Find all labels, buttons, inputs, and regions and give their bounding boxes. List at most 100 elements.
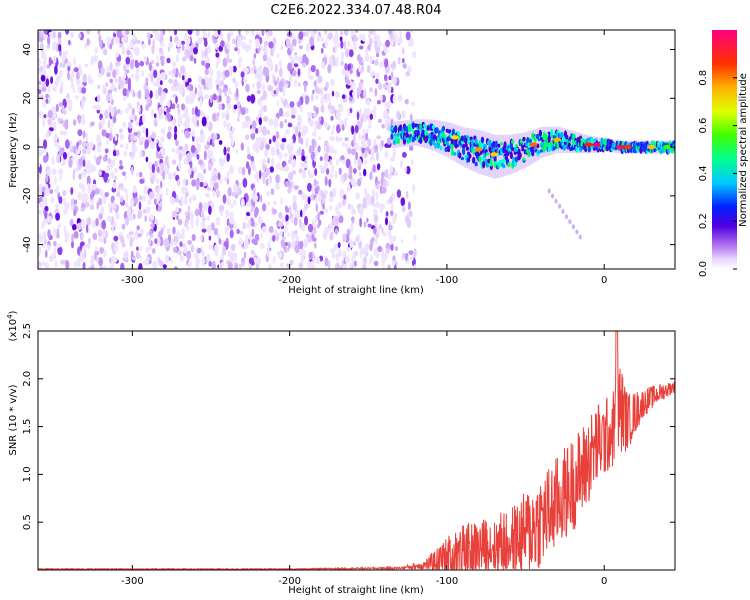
spectrogram-noise-cell <box>230 136 234 144</box>
spectrogram-noise-cell <box>324 176 328 187</box>
spectrogram-noise-cell <box>307 259 311 269</box>
spectrogram-noise-cell <box>379 61 383 69</box>
spectrogram-noise-cell <box>113 167 118 173</box>
spectrogram-noise-cell <box>201 228 207 233</box>
spectrogram-noise-cell <box>275 87 279 97</box>
spectrogram-noise-cell <box>217 30 221 35</box>
spectrogram-noise-cell <box>292 69 297 77</box>
spectrogram-noise-cell <box>389 196 393 202</box>
spectrogram-noise-cell <box>356 111 360 121</box>
spectrogram-noise-cell <box>159 47 163 54</box>
spectrogram-noise-cell <box>150 75 154 83</box>
spectrogram-noise-cell <box>203 49 208 58</box>
spectrogram-noise-cell <box>273 200 277 206</box>
spectrogram-noise-cell <box>336 158 339 167</box>
spectrogram-noise-cell <box>377 202 380 207</box>
spectrogram-noise-cell <box>153 69 158 79</box>
spectrogram-noise-cell <box>121 171 126 176</box>
spectrogram-noise-cell <box>371 237 375 242</box>
spectrogram-noise-cell <box>355 30 358 33</box>
spectrogram-noise-cell <box>191 107 195 116</box>
spectrogram-noise-cell <box>369 55 373 64</box>
spectrogram-noise-cell <box>299 218 302 228</box>
spectrogram-noise-cell <box>132 213 136 220</box>
spectrogram-noise-cell <box>250 249 254 255</box>
spectrogram-noise-cell <box>132 191 138 199</box>
spectrogram-noise-cell <box>171 159 177 165</box>
spectrogram-noise-cell <box>154 90 158 95</box>
spectrogram-noise-cell <box>207 186 211 192</box>
spectrogram-signal-cell <box>423 123 427 128</box>
spectrogram-noise-cell <box>204 75 208 83</box>
spectrogram-noise-cell <box>237 107 241 118</box>
spectrogram-noise-cell <box>392 148 396 157</box>
spectrogram-noise-cell <box>189 174 193 179</box>
spectrogram-noise-cell <box>385 39 390 48</box>
spectrogram-noise-cell <box>343 194 347 200</box>
spectrogram-noise-cell <box>224 91 228 97</box>
spectrogram-noise-cell <box>147 135 152 144</box>
spectrogram-noise-cell <box>327 104 333 110</box>
spectrogram-noise-cell <box>278 151 283 160</box>
spectrogram-noise-cell <box>176 103 180 109</box>
spectrogram-noise-cell <box>394 264 397 269</box>
spectrogram-noise-cell <box>112 150 117 157</box>
spectrogram-signal-cell <box>492 147 496 153</box>
spectrogram-noise-cell <box>240 142 244 151</box>
spectrogram-noise-cell <box>68 158 73 168</box>
spectrogram-noise-cell <box>343 172 348 182</box>
spectrogram-noise-cell <box>349 108 353 114</box>
spectrogram-noise-cell <box>133 131 139 136</box>
spectrogram-noise-cell <box>284 165 290 173</box>
spectrogram-noise-cell <box>131 199 134 207</box>
spectrogram-noise-cell <box>134 114 137 122</box>
spectrogram-noise-cell <box>191 115 197 124</box>
spectrogram-noise-cell <box>228 217 232 223</box>
spectrogram-noise-cell <box>385 211 389 217</box>
spectrogram-noise-cell <box>38 37 44 43</box>
spectrogram-noise-cell <box>405 166 411 175</box>
spectrogram-noise-cell <box>369 243 373 252</box>
spectrogram-noise-cell <box>366 64 371 74</box>
spectrogram-noise-cell <box>259 243 265 250</box>
spectrogram-noise-cell <box>73 231 79 239</box>
spectrogram-noise-cell <box>278 107 284 117</box>
spectrogram-noise-cell <box>218 157 222 163</box>
spectrogram-noise-cell <box>257 97 262 106</box>
spectrogram-noise-cell <box>245 115 250 122</box>
spectrogram-noise-cell <box>45 265 50 269</box>
spectrogram-noise-cell <box>327 260 331 269</box>
spectrogram-noise-cell <box>41 200 44 210</box>
spectrogram-noise-cell <box>558 203 562 209</box>
spectrogram-noise-cell <box>145 156 149 163</box>
spectrogram-noise-cell <box>344 255 350 264</box>
spectrogram-noise-cell <box>70 74 74 84</box>
spectrogram-noise-cell <box>134 229 139 240</box>
spectrogram-noise-cell <box>314 187 319 195</box>
spectrogram-noise-cell <box>101 43 105 48</box>
snr-xtick-label: 0 <box>601 576 607 587</box>
spectrogram-noise-cell <box>48 94 52 104</box>
spectrogram-noise-cell <box>156 192 161 202</box>
spectrogram-noise-cell <box>166 107 171 113</box>
spectrogram-noise-cell <box>107 119 111 129</box>
spectrogram-noise-cell <box>260 104 264 113</box>
spectrogram-noise-cell <box>324 40 328 49</box>
spectrogram-noise-cell <box>102 155 107 162</box>
snr-series-line <box>38 331 675 570</box>
spectrogram-noise-cell <box>376 100 381 105</box>
spectrogram-noise-cell <box>410 254 414 261</box>
spectrogram-peak-cell <box>647 144 656 150</box>
spectrogram-noise-cell <box>215 216 221 226</box>
spectrogram-noise-cell <box>78 32 82 39</box>
spectrogram-noise-cell <box>239 237 242 245</box>
spectrogram-noise-cell <box>52 110 57 119</box>
spectrogram-noise-cell <box>312 226 317 235</box>
spectrogram-noise-cell <box>222 245 227 256</box>
spectrogram-signal-cell <box>493 157 497 162</box>
spectrogram-noise-cell <box>160 59 165 67</box>
spectrogram-noise-cell <box>173 132 178 141</box>
spectrogram-noise-cell <box>150 223 155 228</box>
spectrogram-signal-cell <box>477 153 481 157</box>
spectrogram-noise-cell <box>53 240 57 247</box>
